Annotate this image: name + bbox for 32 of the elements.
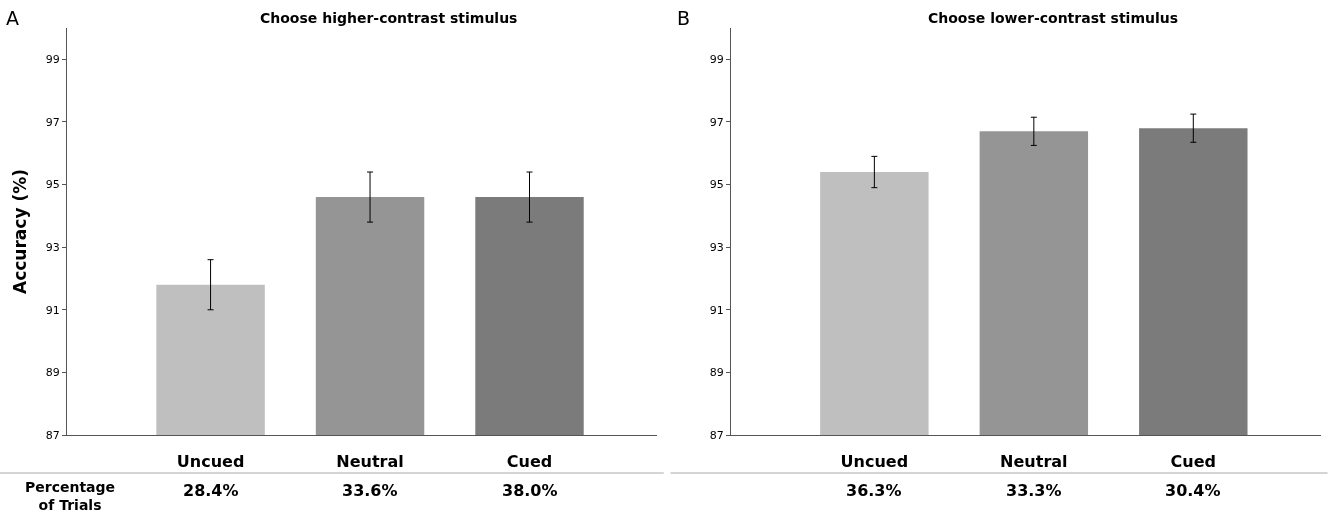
x-tick-label: Uncued bbox=[176, 452, 245, 472]
y-tick-label: 93 bbox=[709, 241, 724, 254]
y-tick-label: 97 bbox=[709, 115, 724, 129]
x-tick-label: Neutral bbox=[1000, 452, 1068, 472]
y-axis-title: Accuracy (%) bbox=[10, 169, 31, 294]
y-tick-label: 89 bbox=[45, 366, 60, 380]
y-tick-label: 95 bbox=[709, 178, 724, 192]
text: A bbox=[6, 7, 19, 29]
x-tick-label: Neutral bbox=[336, 452, 404, 472]
y-tick-label: 87 bbox=[709, 428, 724, 442]
text: 38.0% bbox=[502, 481, 558, 500]
text: 33.6% bbox=[342, 481, 398, 500]
text: 30.4% bbox=[1165, 481, 1221, 500]
text: 28.4% bbox=[183, 481, 239, 500]
y-tick-label: 89 bbox=[709, 366, 724, 380]
chart-title: Choose higher-contrast stimulus bbox=[260, 10, 518, 26]
y-tick-label: 91 bbox=[45, 303, 60, 317]
chart-title: Choose lower-contrast stimulus bbox=[928, 10, 1179, 26]
x-tick-label: Cued bbox=[506, 452, 553, 472]
y-tick-label: 99 bbox=[45, 53, 60, 67]
text: 36.3% bbox=[846, 481, 902, 500]
y-tick-label: 97 bbox=[45, 115, 60, 129]
x-tick-label: Cued bbox=[1170, 452, 1217, 472]
y-tick-label: 99 bbox=[709, 53, 724, 67]
text: B bbox=[677, 7, 691, 29]
text: Percentage of Trials bbox=[25, 479, 116, 511]
y-tick-label: 95 bbox=[45, 178, 60, 192]
y-tick-label: 87 bbox=[45, 428, 60, 442]
x-tick-label: Uncued bbox=[840, 452, 909, 472]
text: 33.3% bbox=[1006, 481, 1062, 500]
y-tick-label: 91 bbox=[709, 303, 724, 317]
y-tick-label: 93 bbox=[45, 241, 60, 254]
